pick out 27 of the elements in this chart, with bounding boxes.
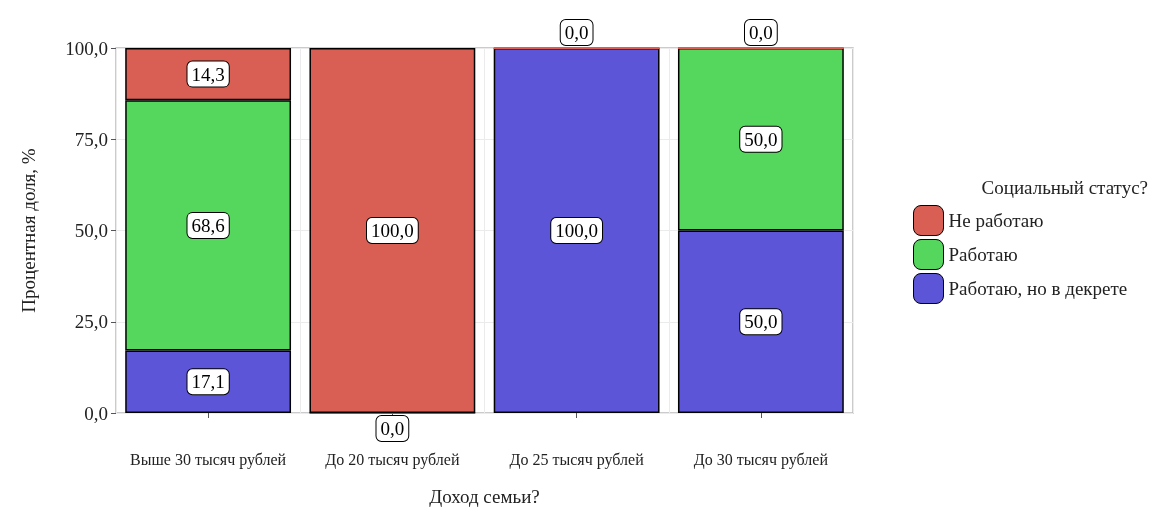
y-tick-label: 25,0 [74, 311, 108, 333]
data-label: 0,0 [749, 22, 773, 43]
data-label: 0,0 [380, 418, 405, 439]
data-label: 50,0 [744, 311, 778, 333]
legend-label: Не работаю [948, 210, 1044, 231]
bar [309, 48, 476, 413]
bar [493, 48, 660, 413]
legend-label: Работаю [948, 244, 1018, 265]
data-label: 0,0 [564, 22, 589, 43]
x-tick-label: До 30 тысяч рублей [693, 450, 829, 469]
data-label: 100,0 [555, 220, 598, 241]
data-label: 100,0 [371, 220, 414, 241]
y-axis-title: Процентная доля, % [18, 148, 39, 313]
legend-label: Работаю, но в декрете [948, 278, 1128, 299]
x-axis-title: Доход семьи? [429, 486, 540, 507]
legend-title: Социальный статус? [981, 177, 1148, 198]
x-tick-label: До 20 тысяч рублей [325, 450, 460, 469]
y-tick-label: 100,0 [65, 37, 108, 59]
x-tick-label: Выше 30 тысяч рублей [130, 450, 287, 469]
y-tick-label: 75,0 [74, 128, 108, 150]
data-label: 50,0 [744, 128, 778, 150]
data-label: 17,1 [191, 371, 225, 393]
x-tick-label: До 25 тысяч рублей [509, 450, 645, 469]
y-tick-label: 50,0 [74, 220, 108, 241]
data-label: 14,3 [191, 63, 225, 85]
data-label: 68,6 [191, 214, 225, 236]
y-tick-label: 0,0 [84, 402, 108, 424]
